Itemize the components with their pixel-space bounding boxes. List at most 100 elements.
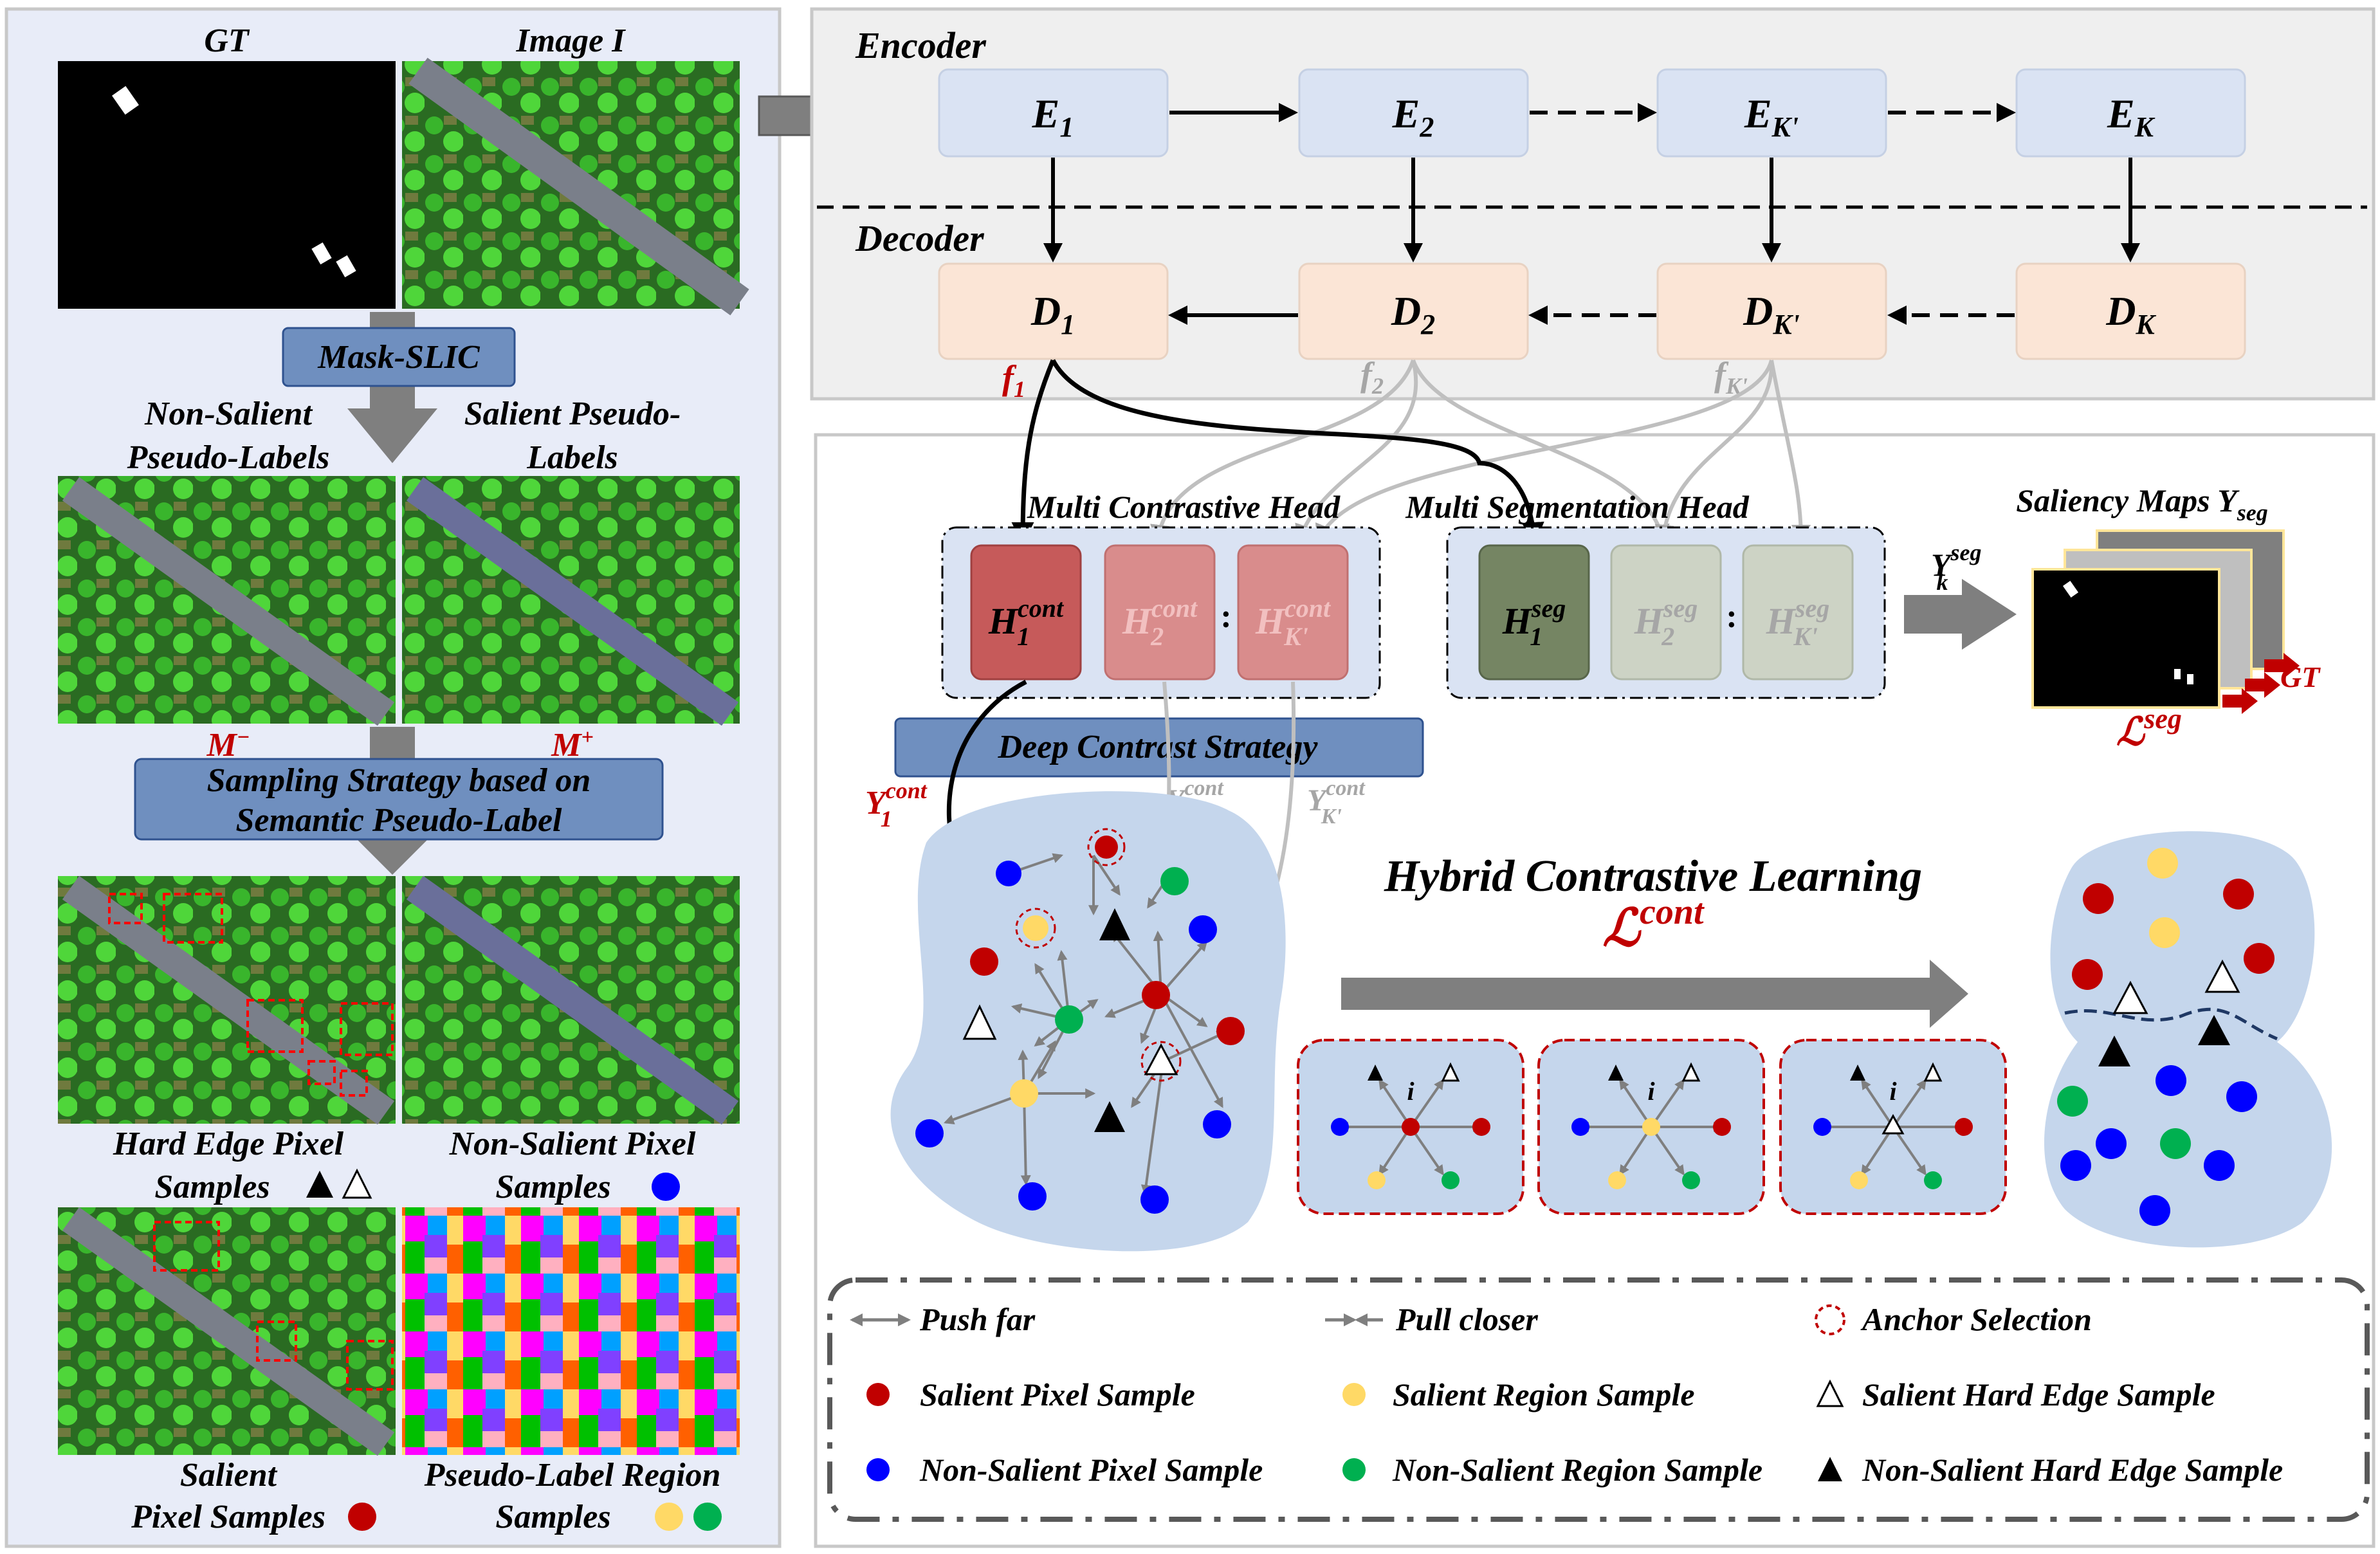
encoder-block-kprime [1656, 68, 1887, 158]
cont-loss-label: ℒcont [1602, 892, 1705, 957]
decoder-label-k: DK [2105, 288, 2156, 340]
legend-pull: Pull closer [1395, 1301, 1538, 1337]
decoder-block-2 [1298, 262, 1529, 360]
salient-pixel-line1: Salient [180, 1457, 278, 1494]
legend-green-dot [1342, 1458, 1366, 1481]
segmentation-head-label-kprime: Hseg K' [1766, 594, 1829, 651]
m-minus-label: M− [206, 726, 250, 764]
box-node-white-tri [1681, 1062, 1701, 1082]
contrastive-head-kprime [1237, 544, 1349, 681]
contrastive-head-title: Multi Contrastive Head [1027, 489, 1341, 525]
pseudo-region-line1: Pseudo-Label Region [424, 1457, 721, 1494]
segmentation-head-label-2: Hseg 2 [1634, 594, 1698, 651]
road [408, 57, 749, 316]
right-salient-edge [2204, 959, 2240, 993]
salient-pixel-node [1142, 981, 1170, 1009]
hard-edge-box [340, 1070, 368, 1097]
salient-region-node [1023, 915, 1048, 941]
encoder-label-k: EK [2107, 91, 2156, 143]
y-seg-label: Yseg k [1931, 540, 1982, 595]
right-non-salient-edge [2098, 1036, 2130, 1066]
legend-red-dot [866, 1383, 890, 1406]
salient-edge-node [1144, 1043, 1178, 1075]
non-salient-pixel-line2: Samples [495, 1169, 610, 1205]
right-non-salient-region [2160, 1128, 2191, 1159]
non-salient-pixel-node [915, 1119, 944, 1147]
box-node-red [1713, 1118, 1731, 1136]
right-salient-pixel [2244, 943, 2275, 974]
salient-edge-node [962, 1004, 997, 1040]
salient-region-node [1010, 1079, 1038, 1108]
anchor-salient-pixel [1402, 1118, 1420, 1136]
contrastive-head-1 [970, 544, 1082, 681]
gt-label: GT [204, 23, 250, 59]
encoder-block-k [2015, 68, 2246, 158]
saliency-object [2174, 669, 2181, 679]
contrastive-head-label-kprime: Hcont K' [1255, 594, 1332, 651]
gt-arrow [2245, 672, 2280, 698]
box-node-white-tri [1441, 1062, 1460, 1082]
legend-white-triangle [1816, 1379, 1844, 1407]
box-node-blue [1331, 1118, 1349, 1136]
f1-to-contrastive-arrow [1011, 359, 1056, 545]
feature-f2: f2 [1360, 355, 1384, 399]
legend-blue-dot [866, 1458, 890, 1481]
deep-contrast-label: Deep Contrast Strategy [998, 729, 1319, 765]
legend-salient-pixel: Salient Pixel Sample [920, 1376, 1195, 1412]
right-non-salient-pixel [2060, 1150, 2091, 1181]
salient-pixel-node [1095, 836, 1118, 859]
hard-edge-box [246, 999, 304, 1053]
encoder-title: Encoder [855, 24, 986, 66]
sampling-line1: Sampling Strategy based on [207, 762, 591, 799]
gt-label-right: GT [2280, 661, 2321, 693]
hard-edge-line1: Hard Edge Pixel [113, 1126, 344, 1162]
decoder-blocks [938, 262, 2246, 360]
right-salient-pixel [2223, 879, 2254, 910]
right-non-salient-pixel [2096, 1128, 2127, 1159]
embedding-cloud-left [890, 791, 1286, 1252]
legend-non-salient-edge: Non-Salient Hard Edge Sample [1862, 1452, 2283, 1488]
road [62, 1207, 395, 1456]
salient-pixel-line2: Pixel Samples [131, 1499, 325, 1535]
salient-pl-line2: Labels [526, 439, 618, 476]
non-salient-edge-node [1099, 908, 1130, 940]
right-non-salient-edge [2198, 1015, 2230, 1045]
anchor-i-3: i [1889, 1077, 1896, 1106]
salient-pixel-node [1216, 1017, 1245, 1045]
encoder-block-2 [1298, 68, 1529, 158]
encoder-label-2: E2 [1392, 91, 1434, 143]
legend-push: Push far [919, 1301, 1036, 1337]
right-non-salient-pixel [2139, 1195, 2170, 1226]
blue-dot-icon [652, 1173, 680, 1201]
decision-boundary [2064, 1007, 2278, 1041]
salient-pixel-box [153, 1221, 220, 1272]
saliency-map-front [2031, 568, 2220, 709]
y-cont-kprime: Ycont K' [1307, 776, 1366, 828]
hybrid-arrow [1341, 960, 1968, 1028]
gt-arrow [2222, 688, 2258, 714]
non-salient-pixel-node [1140, 1185, 1169, 1214]
legend-yellow-dot [1342, 1383, 1366, 1406]
box-node-yellow [1608, 1171, 1626, 1189]
encoder-blocks [938, 68, 2246, 158]
hard-edge-line2: Samples [154, 1169, 270, 1205]
encoder-label-kprime: EK' [1744, 91, 1799, 143]
down-arrow-head [347, 830, 437, 875]
non-salient-pl-line1: Non-Salient [144, 396, 313, 432]
box-node-black-tri [1368, 1065, 1383, 1081]
legend-non-salient-region: Non-Salient Region Sample [1392, 1452, 1762, 1488]
contrastive-head-label-1: Hcont 1 [988, 594, 1065, 651]
anchor-selection-icon [1815, 1304, 1845, 1335]
m-plus-label: M+ [551, 726, 594, 764]
down-arrow-head [347, 408, 437, 463]
non-salient-region-node [1055, 1005, 1083, 1034]
anchor-ring [1087, 828, 1126, 866]
non-salient-pixel-node [1189, 915, 1217, 944]
anchor-i-1: i [1407, 1077, 1414, 1106]
legend-black-triangle [1818, 1457, 1842, 1481]
anchor-ring [1015, 908, 1056, 949]
non-salient-region-node [1160, 867, 1189, 895]
yellow-dot-icon [655, 1503, 683, 1531]
contrastive-ellipsis: : [1220, 598, 1231, 635]
legend-box [827, 1277, 2370, 1522]
